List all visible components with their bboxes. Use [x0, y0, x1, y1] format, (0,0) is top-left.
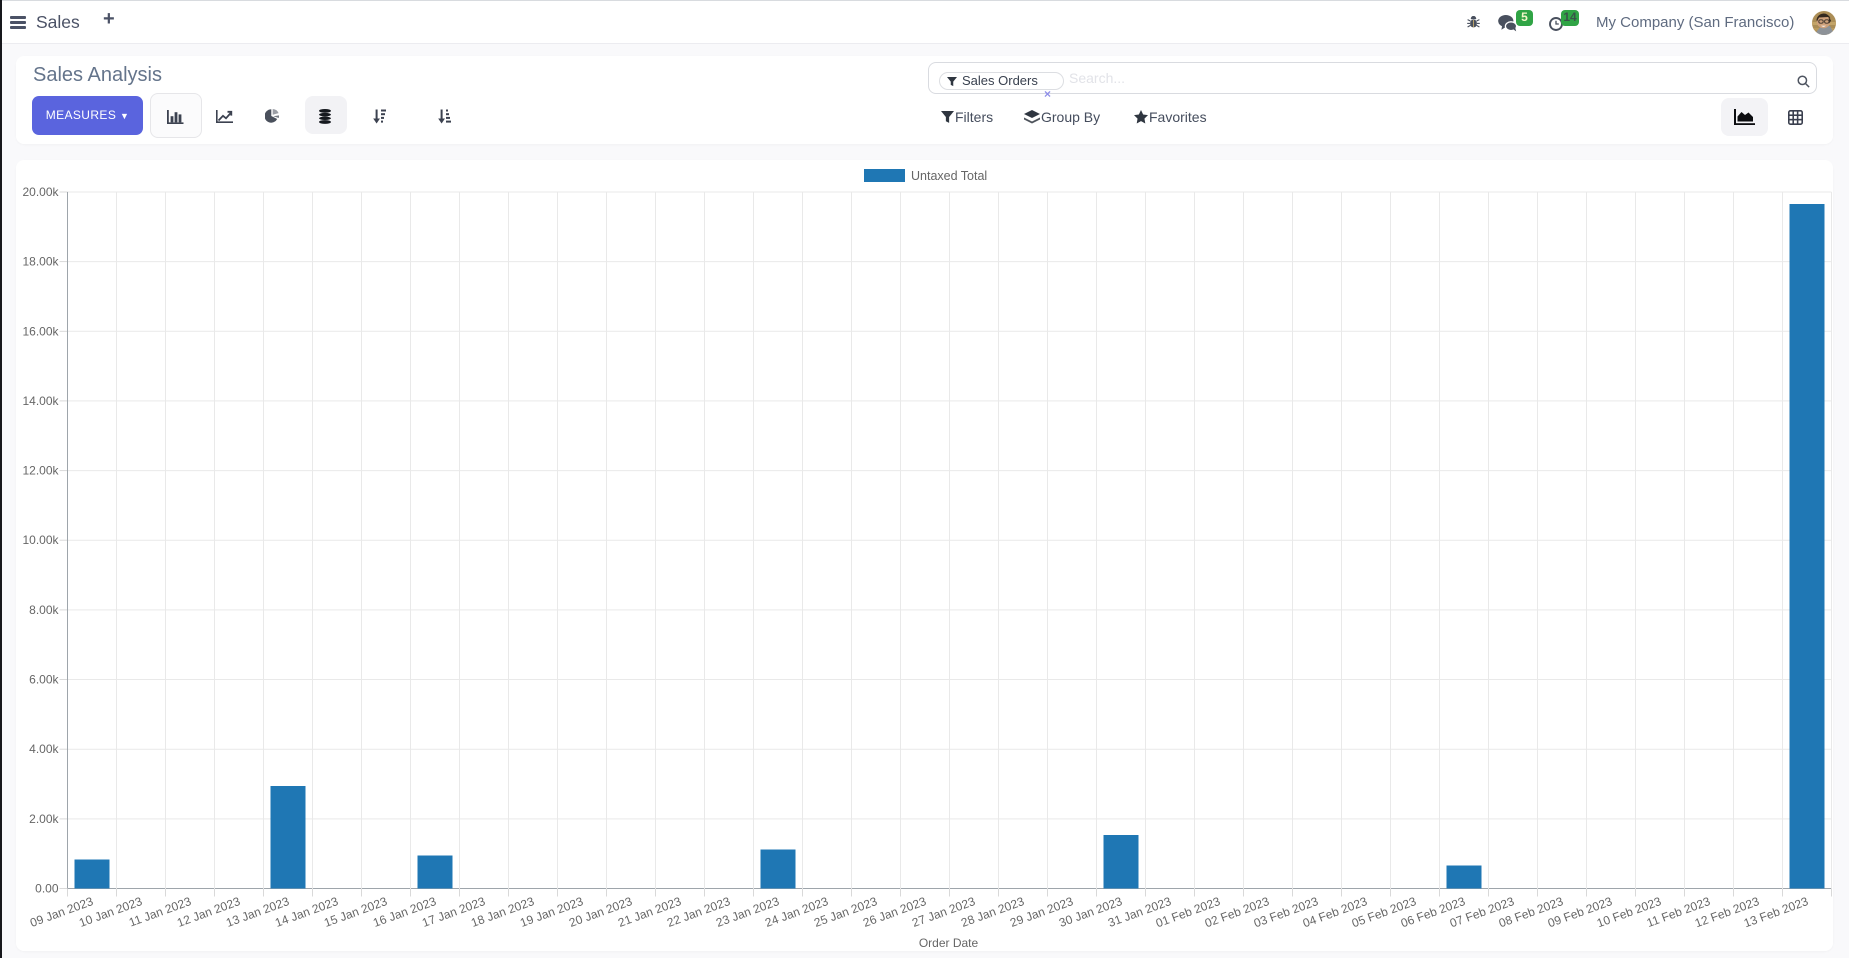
svg-text:10.00k: 10.00k: [22, 533, 59, 547]
svg-text:8.00k: 8.00k: [29, 602, 59, 616]
svg-text:Untaxed Total: Untaxed Total: [911, 169, 987, 183]
svg-text:2.00k: 2.00k: [29, 811, 59, 825]
svg-text:16.00k: 16.00k: [22, 324, 59, 338]
svg-text:6.00k: 6.00k: [29, 672, 59, 686]
svg-text:20.00k: 20.00k: [22, 185, 59, 199]
svg-text:14.00k: 14.00k: [22, 393, 59, 407]
svg-text:4.00k: 4.00k: [29, 742, 59, 756]
svg-text:18.00k: 18.00k: [22, 254, 59, 268]
svg-text:0.00: 0.00: [35, 881, 59, 895]
svg-text:12.00k: 12.00k: [22, 463, 59, 477]
svg-text:Order Date: Order Date: [919, 936, 979, 950]
